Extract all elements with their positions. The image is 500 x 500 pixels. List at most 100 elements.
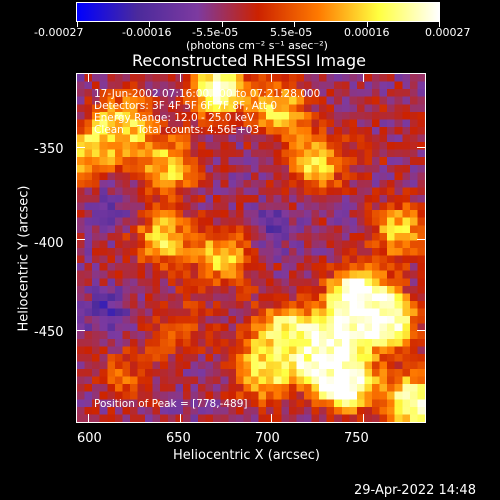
heatmap-cell	[356, 172, 366, 181]
heatmap-cell	[326, 331, 335, 340]
heatmap-cell	[77, 369, 86, 378]
heatmap-cell	[129, 293, 139, 302]
heatmap-cell	[349, 126, 358, 136]
heatmap-cell	[251, 248, 260, 257]
heatmap-cell	[387, 111, 396, 120]
heatmap-cell	[198, 263, 207, 272]
heatmap-cell	[349, 278, 358, 287]
heatmap-cell	[243, 399, 252, 408]
heatmap-cell	[364, 104, 373, 113]
heatmap-cell	[349, 232, 358, 242]
heatmap-cell	[198, 179, 207, 189]
heatmap-cell	[402, 172, 411, 181]
heatmap-cell	[394, 225, 403, 234]
heatmap-cell	[160, 187, 169, 196]
heatmap-cell	[99, 172, 108, 181]
heatmap-cell	[394, 195, 403, 204]
heatmap-cell	[334, 172, 343, 181]
heatmap-cell	[326, 172, 335, 181]
heatmap-cell	[303, 406, 313, 416]
heatmap-cell	[266, 353, 275, 363]
heatmap-cell	[152, 331, 161, 340]
heatmap-cell	[77, 414, 86, 422]
heatmap-cell	[402, 111, 411, 120]
heatmap-cell	[243, 248, 252, 257]
heatmap-cell	[409, 369, 419, 378]
heatmap-cell	[251, 149, 260, 158]
heatmap-cell	[303, 384, 313, 393]
heatmap-cell	[220, 293, 229, 302]
heatmap-cell	[228, 331, 237, 340]
heatmap-cell	[182, 300, 192, 310]
heatmap-cell	[334, 179, 343, 189]
heatmap-cell	[107, 270, 116, 279]
heatmap-cell	[387, 164, 396, 173]
heatmap-cell	[145, 187, 154, 196]
heatmap-cell	[228, 149, 237, 158]
heatmap-cell	[99, 134, 108, 143]
heatmap-cell	[273, 353, 282, 363]
heatmap-cell	[198, 331, 207, 340]
heatmap-cell	[372, 346, 381, 355]
heatmap-cell	[205, 81, 214, 90]
heatmap-cell	[326, 285, 335, 294]
heatmap-cell	[213, 195, 222, 204]
heatmap-cell	[356, 126, 366, 136]
heatmap-cell	[387, 89, 396, 98]
heatmap-cell	[251, 111, 260, 120]
heatmap-cell	[394, 346, 403, 355]
heatmap-cell	[296, 142, 305, 151]
heatmap-cell	[387, 308, 396, 317]
heatmap-cell	[99, 278, 108, 287]
heatmap-cell	[220, 255, 229, 264]
heatmap-cell	[205, 263, 214, 272]
heatmap-cell	[84, 361, 93, 370]
heatmap-cell	[387, 293, 396, 302]
heatmap-cell	[341, 119, 350, 128]
heatmap-cell	[394, 119, 403, 128]
heatmap-cell	[417, 187, 425, 196]
heatmap-cell	[205, 217, 214, 226]
heatmap-cell	[152, 81, 161, 90]
heatmap-cell	[379, 270, 388, 279]
heatmap-cell	[228, 384, 237, 393]
heatmap-cell	[319, 81, 328, 90]
heatmap-cell	[334, 119, 343, 128]
heatmap-cell	[160, 278, 169, 287]
heatmap-cell	[258, 285, 267, 294]
heatmap-cell	[296, 338, 305, 347]
heatmap-cell	[288, 225, 297, 234]
heatmap-cell	[137, 308, 146, 317]
heatmap-cell	[334, 270, 343, 279]
heatmap-cell	[417, 293, 425, 302]
heatmap-cell	[205, 316, 214, 325]
heatmap-cell	[129, 263, 139, 272]
heatmap-cell	[311, 263, 320, 272]
heatmap-cell	[198, 285, 207, 294]
heatmap-cell	[99, 308, 108, 317]
heatmap-cell	[137, 195, 146, 204]
heatmap-cell	[129, 338, 139, 347]
heatmap-cell	[341, 353, 350, 363]
heatmap-cell	[198, 300, 207, 310]
heatmap-cell	[99, 414, 108, 422]
heatmap-cell	[228, 323, 237, 332]
heatmap-cell	[409, 104, 419, 113]
heatmap-cell	[387, 187, 396, 196]
heatmap-cell	[258, 81, 267, 90]
heatmap-cell	[319, 369, 328, 378]
heatmap-cell	[205, 376, 214, 385]
heatmap-cell	[198, 414, 207, 422]
heatmap-cell	[84, 232, 93, 242]
heatmap-cell	[129, 384, 139, 393]
heatmap-cell	[198, 202, 207, 211]
heatmap-cell	[387, 353, 396, 363]
heatmap-cell	[114, 376, 123, 385]
heatmap-cell	[182, 195, 192, 204]
heatmap-cell	[296, 293, 305, 302]
heatmap-cell	[77, 308, 86, 317]
heatmap-cell	[84, 316, 93, 325]
heatmap-cell	[334, 149, 343, 158]
heatmap-cell	[349, 195, 358, 204]
heatmap-cell	[379, 179, 388, 189]
